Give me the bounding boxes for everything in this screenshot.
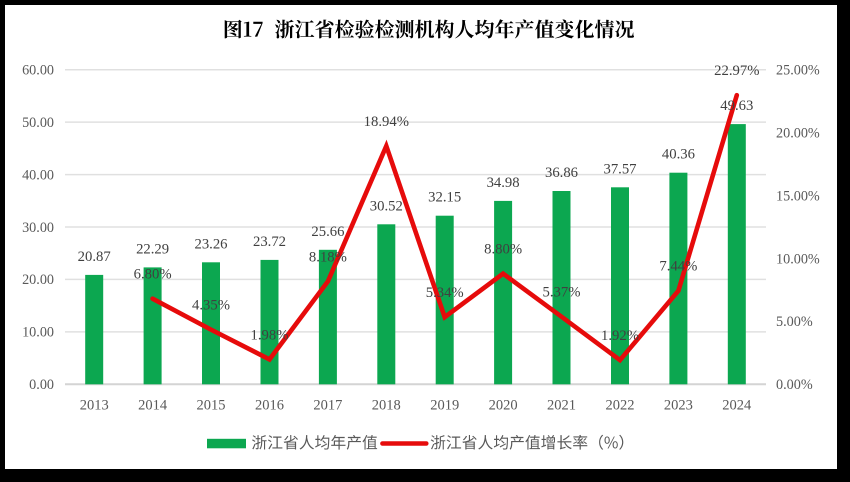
svg-text:2022: 2022: [606, 398, 635, 414]
svg-text:23.26: 23.26: [194, 236, 227, 252]
svg-text:20.87: 20.87: [78, 249, 111, 265]
svg-text:50.00: 50.00: [22, 115, 54, 131]
svg-text:20.00%: 20.00%: [776, 125, 820, 141]
svg-text:5.00%: 5.00%: [776, 314, 813, 330]
svg-text:7.44%: 7.44%: [659, 259, 697, 275]
svg-text:2020: 2020: [489, 398, 518, 414]
svg-text:36.86: 36.86: [545, 165, 578, 181]
svg-text:0.00: 0.00: [29, 377, 54, 393]
svg-text:60.00: 60.00: [22, 63, 54, 79]
svg-text:49.63: 49.63: [720, 98, 753, 114]
svg-text:22.97%: 22.97%: [714, 63, 759, 79]
svg-text:2015: 2015: [197, 398, 226, 414]
svg-text:2024: 2024: [722, 398, 752, 414]
svg-text:5.37%: 5.37%: [543, 285, 581, 301]
svg-text:2023: 2023: [664, 398, 693, 414]
svg-text:25.66: 25.66: [311, 224, 344, 240]
svg-text:2021: 2021: [547, 398, 576, 414]
svg-text:30.52: 30.52: [370, 198, 403, 214]
svg-text:20.00: 20.00: [22, 272, 54, 288]
svg-text:1.92%: 1.92%: [601, 328, 639, 344]
svg-text:2014: 2014: [138, 398, 168, 414]
svg-text:2016: 2016: [255, 398, 284, 414]
svg-text:6.80%: 6.80%: [134, 267, 172, 283]
svg-text:0.00%: 0.00%: [776, 377, 813, 393]
svg-text:40.00: 40.00: [22, 167, 54, 183]
svg-text:37.57: 37.57: [603, 161, 636, 177]
svg-text:15.00%: 15.00%: [776, 188, 820, 204]
svg-text:1.98%: 1.98%: [251, 327, 289, 343]
svg-text:8.80%: 8.80%: [484, 242, 522, 258]
svg-text:5.34%: 5.34%: [426, 285, 464, 301]
svg-text:2018: 2018: [372, 398, 401, 414]
svg-text:8.18%: 8.18%: [309, 249, 347, 265]
svg-text:10.00: 10.00: [22, 325, 54, 341]
svg-text:34.98: 34.98: [487, 175, 520, 191]
svg-text:30.00: 30.00: [22, 220, 54, 236]
svg-text:18.94%: 18.94%: [364, 114, 409, 130]
svg-text:2013: 2013: [80, 398, 109, 414]
svg-text:23.72: 23.72: [253, 234, 286, 250]
svg-text:2019: 2019: [430, 398, 459, 414]
svg-text:22.29: 22.29: [136, 241, 169, 257]
svg-text:25.00%: 25.00%: [776, 63, 820, 79]
svg-text:40.36: 40.36: [662, 147, 695, 163]
svg-text:10.00%: 10.00%: [776, 251, 820, 267]
svg-text:4.35%: 4.35%: [192, 298, 230, 314]
svg-text:2017: 2017: [313, 398, 342, 414]
svg-text:32.15: 32.15: [428, 190, 461, 206]
